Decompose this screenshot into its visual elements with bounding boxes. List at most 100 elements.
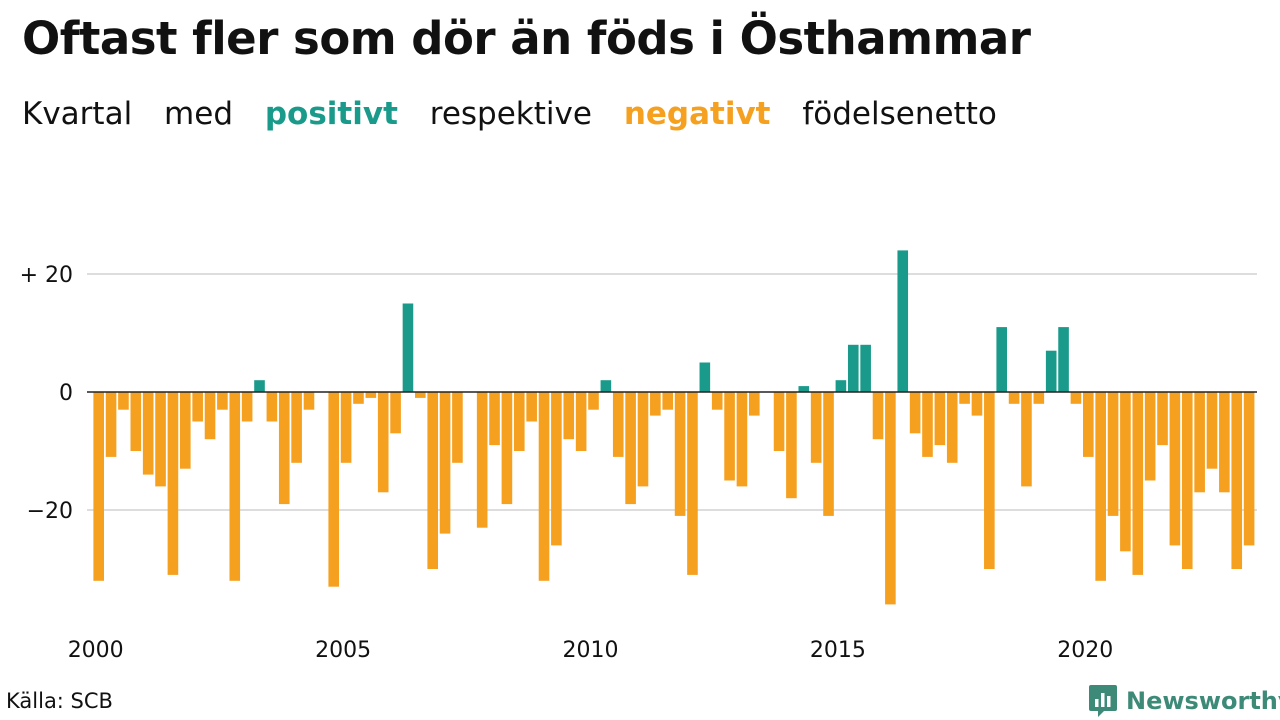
bar-negative	[612, 392, 624, 457]
newsworthy-logo: Newsworthy	[1088, 684, 1280, 718]
bar-negative	[365, 392, 377, 398]
brand-name: Newsworthy	[1126, 687, 1280, 715]
source-note: Källa: SCB	[6, 689, 113, 713]
bar-negative	[1095, 392, 1106, 581]
bar-negative	[167, 392, 179, 575]
x-tick-label: 2000	[68, 638, 124, 663]
bar-negative	[266, 392, 278, 422]
bar-positive	[1058, 327, 1069, 392]
bar-negative	[427, 392, 438, 569]
chart-title: Oftast fler som dör än föds i Östhammar	[22, 12, 1031, 65]
bar-negative	[501, 392, 513, 505]
bar-negative	[377, 392, 389, 493]
bar-negative	[674, 392, 686, 516]
bar-negative	[1070, 392, 1082, 404]
bar-negative	[909, 392, 921, 434]
bar-negative	[786, 392, 797, 499]
bar-negative	[513, 392, 525, 451]
y-tick-label: + 20	[20, 263, 73, 288]
chart-subtitle: Kvartal med positivt respektive negativt…	[22, 96, 1019, 132]
bar-negative	[390, 392, 401, 434]
bar-negative	[625, 392, 636, 505]
bar-negative	[1008, 392, 1020, 404]
bar-negative	[1120, 392, 1131, 552]
x-tick-label: 2020	[1057, 638, 1113, 663]
bar-negative	[1132, 392, 1144, 575]
bar-negative	[1083, 392, 1094, 457]
bar-negative	[711, 392, 723, 410]
bar-negative	[749, 392, 760, 416]
bar-positive	[835, 380, 847, 392]
bar-negative	[1033, 392, 1045, 404]
bar-negative	[291, 392, 302, 463]
bar-negative	[1231, 392, 1243, 569]
x-tick-label: 2015	[810, 638, 866, 663]
bar-negative	[118, 392, 129, 410]
bar-positive	[699, 362, 711, 392]
bar-positive	[897, 250, 909, 392]
bar-negative	[810, 392, 822, 463]
bar-negative	[303, 392, 315, 410]
bar-negative	[563, 392, 575, 440]
bar-negative	[575, 392, 587, 451]
bar-positive	[996, 327, 1008, 392]
bar-negative	[687, 392, 698, 575]
bar-negative	[984, 392, 995, 569]
subtitle-word: Kvartal	[22, 96, 133, 132]
bar-negative	[1157, 392, 1168, 446]
bar-chart-speech-bubble-icon	[1089, 685, 1117, 717]
bar-negative	[872, 392, 884, 440]
bar-positive	[254, 380, 265, 392]
bar-negative	[142, 392, 154, 475]
bar-negative	[204, 392, 216, 440]
bar-negative	[538, 392, 550, 581]
bar-negative	[278, 392, 290, 505]
bar-negative	[179, 392, 191, 469]
subtitle-word: med	[164, 96, 233, 132]
bar-negative	[155, 392, 166, 487]
bar-positive	[860, 344, 871, 392]
bar-negative	[1206, 392, 1218, 469]
bar-negative	[452, 392, 463, 463]
bar-negative	[1243, 392, 1255, 546]
bar-negative	[1219, 392, 1230, 493]
bar-negative	[724, 392, 735, 481]
subtitle-positive-word: positivt	[264, 96, 398, 132]
bar-negative	[650, 392, 661, 416]
bar-negative	[934, 392, 946, 446]
bar-negative	[217, 392, 228, 410]
bar-negative	[551, 392, 562, 546]
bar-negative	[526, 392, 537, 422]
bar-negative	[922, 392, 933, 457]
bar-negative	[476, 392, 488, 528]
x-tick-label: 2005	[315, 638, 371, 663]
bar-negative	[241, 392, 253, 422]
bar-negative	[105, 392, 117, 457]
bar-negative	[489, 392, 500, 446]
bar-negative	[1021, 392, 1032, 487]
bar-negative	[959, 392, 970, 404]
subtitle-negative-word: negativt	[623, 96, 771, 132]
bar-negative	[773, 392, 785, 451]
y-tick-label: −20	[27, 499, 73, 524]
bar-negative	[353, 392, 364, 404]
bar-negative	[1107, 392, 1119, 516]
bar-negative	[637, 392, 649, 487]
bar-positive	[847, 344, 859, 392]
bar-negative	[971, 392, 983, 416]
bar-negative	[736, 392, 748, 487]
bar-positive	[1045, 350, 1057, 392]
subtitle-word: födelsenetto	[802, 96, 997, 132]
bar-negative	[229, 392, 241, 581]
bar-negative	[93, 392, 104, 581]
bar-positive	[600, 380, 612, 392]
bar-negative	[1194, 392, 1205, 493]
bar-negative	[130, 392, 142, 451]
bar-positive	[798, 386, 810, 392]
bar-negative	[885, 392, 896, 605]
bar-negative	[1144, 392, 1156, 481]
bar-negative	[662, 392, 674, 410]
subtitle-word: respektive	[429, 96, 592, 132]
bar-negative	[588, 392, 599, 410]
bar-negative	[340, 392, 352, 463]
